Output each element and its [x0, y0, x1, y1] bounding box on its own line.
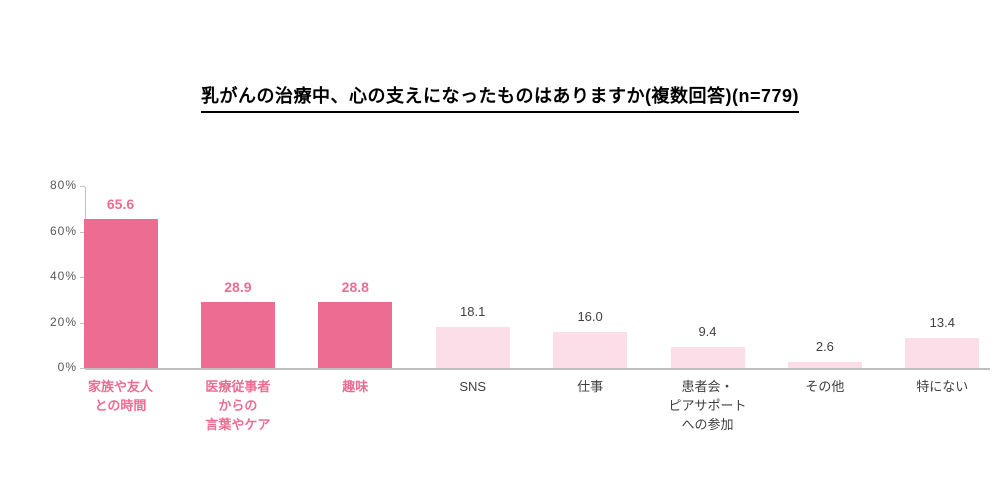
bar — [787, 362, 862, 368]
bar-category-label: 趣味 — [342, 379, 369, 394]
bar — [905, 337, 980, 368]
y-tick-label: 80% — [49, 178, 77, 192]
bar — [83, 218, 158, 368]
bar-value-label: 28.9 — [224, 279, 252, 296]
bar-category-label: 家族や友人 との時間 — [87, 379, 153, 413]
y-tick-mark — [80, 322, 85, 324]
bar-value-label: 16.0 — [577, 308, 603, 324]
y-tick-label: 60% — [49, 223, 77, 238]
x-axis-baseline — [85, 368, 990, 370]
bar — [553, 331, 628, 368]
bar-category-label: 特にない — [916, 379, 969, 394]
chart-title-wrap: 乳がんの治療中、心の支えになったものはありますか(複数回答)(n=779) — [0, 82, 1000, 113]
bar — [435, 326, 510, 368]
bar-category-label: SNS — [459, 379, 487, 394]
bar-value-label: 18.1 — [460, 303, 486, 319]
bar-value-label: 65.6 — [106, 195, 135, 212]
bar-value-label: 9.4 — [698, 323, 717, 339]
y-tick-mark — [80, 368, 85, 369]
bar — [200, 302, 275, 368]
y-tick-mark — [80, 277, 85, 278]
bar — [318, 302, 393, 368]
y-tick-label: 0% — [57, 360, 77, 374]
bar — [670, 346, 745, 368]
chart-title: 乳がんの治療中、心の支えになったものはありますか(複数回答)(n=779) — [200, 82, 799, 113]
bar-category-label: 仕事 — [577, 379, 604, 394]
y-tick-mark — [80, 186, 85, 187]
bar-category-label: 患者会・ ピアサポート への参加 — [668, 379, 747, 432]
bar-value-label: 2.6 — [815, 339, 834, 355]
y-tick-label: 20% — [49, 314, 77, 329]
bar-category-label: その他 — [805, 379, 845, 394]
bar-value-label: 13.4 — [929, 314, 955, 330]
bar-value-label: 28.8 — [341, 279, 369, 296]
y-tick-mark — [80, 231, 85, 233]
bar-category-label: 医療従事者 からの 言葉やケア — [205, 379, 271, 432]
y-tick-label: 40% — [49, 269, 77, 283]
